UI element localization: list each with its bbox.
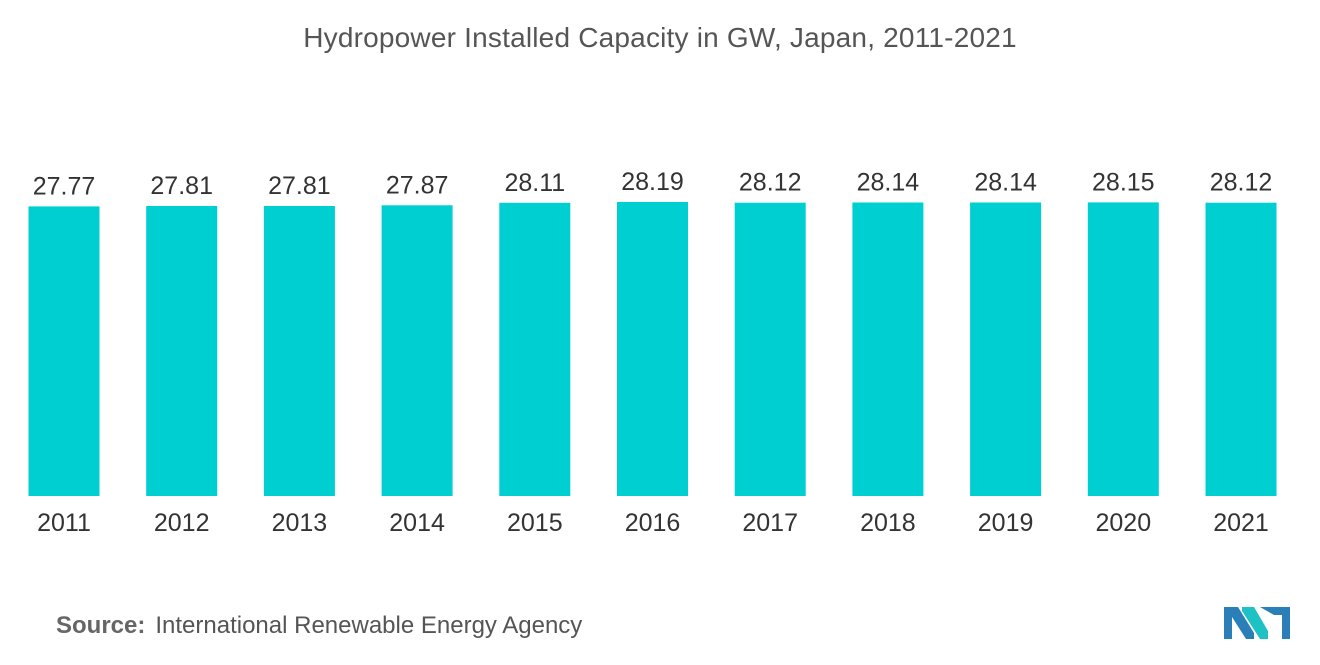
x-tick-label-2016: 2016	[625, 509, 681, 537]
x-tick-label-2020: 2020	[1095, 509, 1151, 537]
x-tick-label-2017: 2017	[742, 509, 798, 537]
data-label-2011: 27.77	[33, 172, 96, 200]
bar-2021	[1205, 202, 1277, 496]
bar-2019	[970, 202, 1042, 496]
data-label-2012: 27.81	[150, 172, 213, 200]
source-line: Source: International Renewable Energy Ag…	[56, 612, 582, 640]
data-label-2020: 28.15	[1092, 168, 1155, 196]
bar-2020	[1087, 202, 1159, 496]
data-label-2014: 27.87	[386, 171, 449, 199]
x-tick-label-2014: 2014	[389, 509, 445, 537]
data-label-2018: 28.14	[857, 169, 920, 197]
x-tick-label-2015: 2015	[507, 509, 563, 537]
bar-2012	[146, 206, 218, 496]
data-label-2017: 28.12	[739, 169, 802, 197]
x-tick-label-2021: 2021	[1213, 509, 1269, 537]
source-label: Source:	[56, 612, 146, 639]
bar-2017	[734, 202, 806, 496]
bar-2016	[617, 202, 688, 496]
mordor-intelligence-logo-icon	[1224, 603, 1290, 644]
bar-2013	[263, 206, 335, 496]
x-tick-label-2013: 2013	[272, 509, 328, 537]
data-label-2019: 28.14	[974, 169, 1037, 197]
bar-2018	[852, 202, 924, 496]
x-tick-label-2012: 2012	[154, 509, 210, 537]
data-label-2015: 28.11	[504, 169, 565, 197]
data-label-2016: 28.19	[621, 168, 684, 196]
data-label-2021: 28.12	[1210, 169, 1273, 197]
x-tick-label-2011: 2011	[37, 509, 91, 537]
chart-title: Hydropower Installed Capacity in GW, Jap…	[303, 22, 1017, 53]
bar-2015	[499, 202, 571, 497]
bar-2011	[28, 206, 100, 496]
bar-chart: 27.77 2011 27.81 2012 27.81 2013 27.87 2014 28.1…	[28, 168, 1277, 537]
source-text: International Renewable Energy Agency	[155, 612, 583, 639]
x-tick-label-2018: 2018	[860, 509, 916, 537]
x-tick-label-2019: 2019	[978, 509, 1034, 537]
bar-2014	[381, 205, 453, 497]
data-label-2013: 27.81	[268, 172, 331, 200]
